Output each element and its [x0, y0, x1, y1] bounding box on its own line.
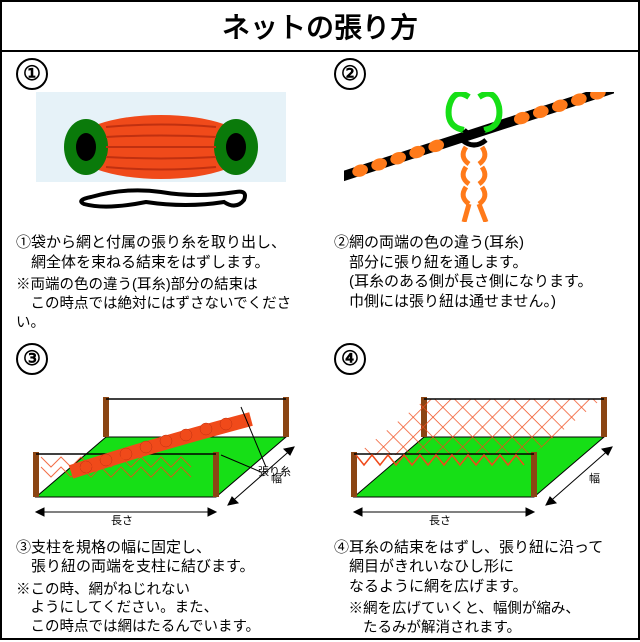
step-3-image: 長さ 幅 張り糸	[16, 377, 306, 532]
step-4-text: ④耳糸の結束をはずし、張り紐に沿って 網目がきれいなひし形に なるように網を広げ…	[334, 538, 624, 597]
label-length: 長さ	[111, 514, 133, 527]
step-number-1: ①	[16, 58, 48, 90]
step-2: ②	[320, 52, 638, 337]
step-3-warn: ※この時、網がねじれない ようにしてください。また、 この時点では網はたるんでい…	[16, 581, 306, 638]
step-number-2: ②	[334, 58, 366, 90]
step-number-3: ③	[16, 343, 48, 375]
label-thread: 張り糸	[258, 465, 291, 478]
step-2-image	[334, 92, 624, 227]
step-4: ④	[320, 337, 638, 642]
steps-grid: ① ①袋から網と付属の張り糸を取り出し、 網全体を束ねる結	[2, 52, 638, 642]
step-3-text: ③支柱を規格の幅に固定し、 張り紐の両端を支柱に結びます。	[16, 538, 306, 577]
step-number-4: ④	[334, 343, 366, 375]
step-4-image: 長さ 幅	[334, 377, 624, 532]
page-title: ネットの張り方	[2, 2, 638, 52]
label-width-4: 幅	[589, 472, 600, 485]
instruction-frame: ネットの張り方 ①	[0, 0, 640, 640]
step-1: ① ①袋から網と付属の張り糸を取り出し、 網全体を束ねる結	[2, 52, 320, 337]
step-4-warn: ※網を広げていくと、幅側が縮み、 たるみが解消されます。	[334, 600, 624, 638]
step-2-text: ②網の両端の色の違う(耳糸) 部分に張り紐を通します。 (耳糸のある側が長さ側に…	[334, 233, 624, 311]
step-3: ③	[2, 337, 320, 642]
step-1-image	[16, 92, 306, 227]
label-length-4: 長さ	[429, 514, 451, 527]
step-1-text: ①袋から網と付属の張り糸を取り出し、 網全体を束ねる結束をはずします。	[16, 233, 306, 272]
step-1-warn: ※両端の色の違う(耳糸)部分の結束は この時点では絶対にはずさないでください。	[16, 276, 306, 333]
